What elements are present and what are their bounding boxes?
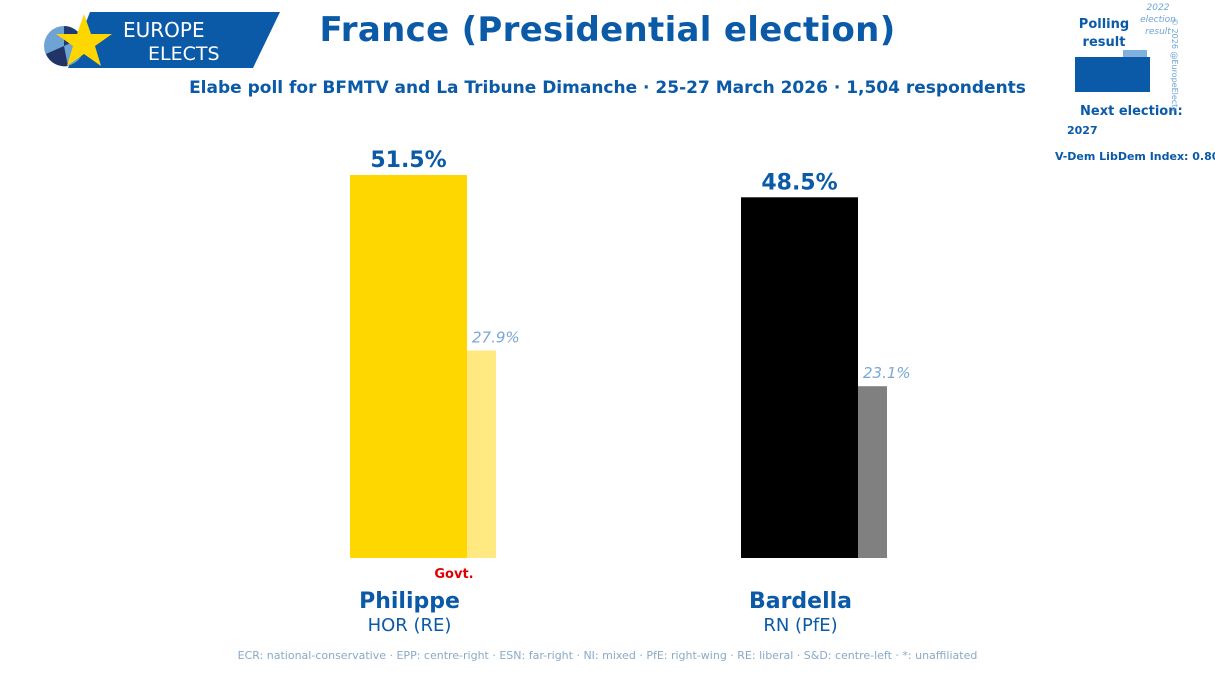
legend-polling-label: Polling result	[1078, 17, 1130, 50]
vdem-index: V-Dem LibDem Index: 0.80	[1055, 150, 1215, 163]
party-label-philippe: HOR (RE)	[368, 615, 452, 636]
logo-star-icon	[56, 14, 112, 66]
legend-polling-swatch	[1075, 57, 1150, 92]
candidate-name-bardella: Bardella	[749, 589, 852, 614]
footnote: ECR: national-conservative · EPP: centre…	[237, 649, 978, 662]
next-election-label: Next election:	[1080, 104, 1183, 119]
legend-result-label: 2022 election result	[1140, 3, 1176, 37]
previous-label-bardella: 23.1%	[863, 364, 911, 382]
page-subtitle: Elabe poll for BFMTV and La Tribune Dima…	[189, 78, 1026, 98]
logo-banner	[68, 12, 280, 68]
page-title: France (Presidential election)	[319, 10, 896, 50]
govt-badge: Govt.	[434, 567, 473, 582]
party-label-bardella: RN (PfE)	[763, 615, 837, 636]
value-label-bardella: 48.5%	[761, 170, 837, 195]
next-election-year: 2027	[1067, 124, 1098, 137]
legend-swatches	[1075, 50, 1150, 92]
candidate-name-philippe: Philippe	[359, 589, 460, 614]
previous-result-bar-bardella	[858, 386, 887, 558]
logo-text-line1: EUROPE	[123, 18, 205, 42]
polling-bar-philippe	[350, 175, 467, 558]
logo-text-line2: ELECTS	[148, 43, 220, 65]
previous-label-philippe: 27.9%	[472, 329, 520, 347]
legend: Polling result 2022 election result Next…	[1050, 0, 1215, 175]
europe-elects-logo: EUROPE ELECTS	[44, 12, 280, 68]
previous-result-bar-philippe	[467, 350, 496, 558]
value-label-philippe: 51.5%	[370, 148, 446, 173]
polling-bar-bardella	[741, 197, 858, 559]
